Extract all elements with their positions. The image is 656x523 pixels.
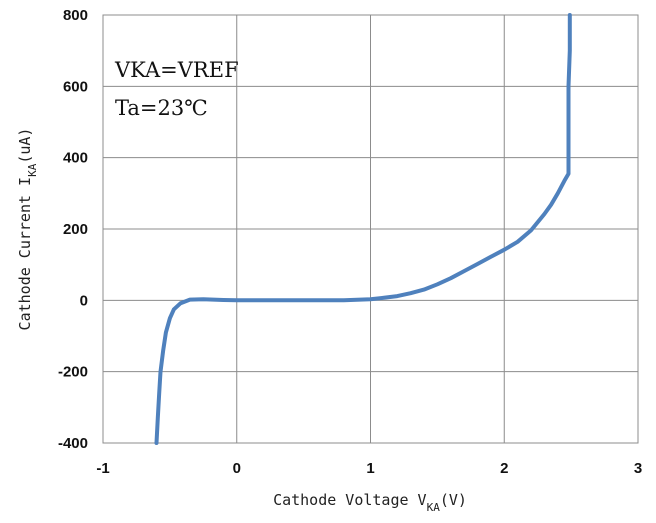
y-tick-label: 400 bbox=[63, 150, 88, 167]
x-axis-title-subscript: KA bbox=[427, 501, 441, 514]
y-axis-title-main: Cathode Current I bbox=[16, 177, 34, 331]
y-tick-label: -200 bbox=[58, 364, 88, 381]
x-tick-label: 2 bbox=[500, 460, 508, 477]
annotation-temperature: Ta=23℃ bbox=[115, 96, 208, 120]
y-axis-title-subscript: KA bbox=[26, 163, 39, 177]
x-tick-label: 3 bbox=[634, 460, 642, 477]
y-tick-label: 800 bbox=[63, 7, 88, 24]
x-axis-title-unit: (V) bbox=[440, 491, 467, 509]
annotation-vka-vref: VKA=VREF bbox=[114, 58, 239, 82]
y-tick-labels: -400 -200 0 200 400 600 800 bbox=[58, 7, 88, 452]
y-axis-title-unit: (uA) bbox=[16, 128, 34, 164]
y-tick-label: 0 bbox=[80, 292, 88, 309]
series-line bbox=[154, 13, 572, 445]
plot-frame bbox=[102, 14, 639, 444]
x-tick-labels: -1 0 1 2 3 bbox=[96, 460, 642, 477]
x-tick-label: 1 bbox=[366, 460, 374, 477]
x-axis-title-main: Cathode Voltage V bbox=[273, 491, 427, 509]
x-axis-title: Cathode Voltage VKA(V) bbox=[273, 491, 467, 514]
y-tick-label: 600 bbox=[63, 78, 88, 95]
y-axis-title: Cathode Current IKA(uA) bbox=[16, 128, 39, 331]
y-tick-label: -400 bbox=[58, 435, 88, 452]
y-tick-label: 200 bbox=[63, 221, 88, 238]
x-tick-label: 0 bbox=[233, 460, 241, 477]
x-tick-label: -1 bbox=[96, 460, 109, 477]
